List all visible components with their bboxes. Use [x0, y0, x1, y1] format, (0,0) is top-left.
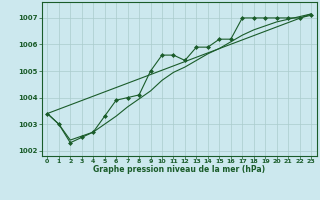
X-axis label: Graphe pression niveau de la mer (hPa): Graphe pression niveau de la mer (hPa): [93, 165, 265, 174]
